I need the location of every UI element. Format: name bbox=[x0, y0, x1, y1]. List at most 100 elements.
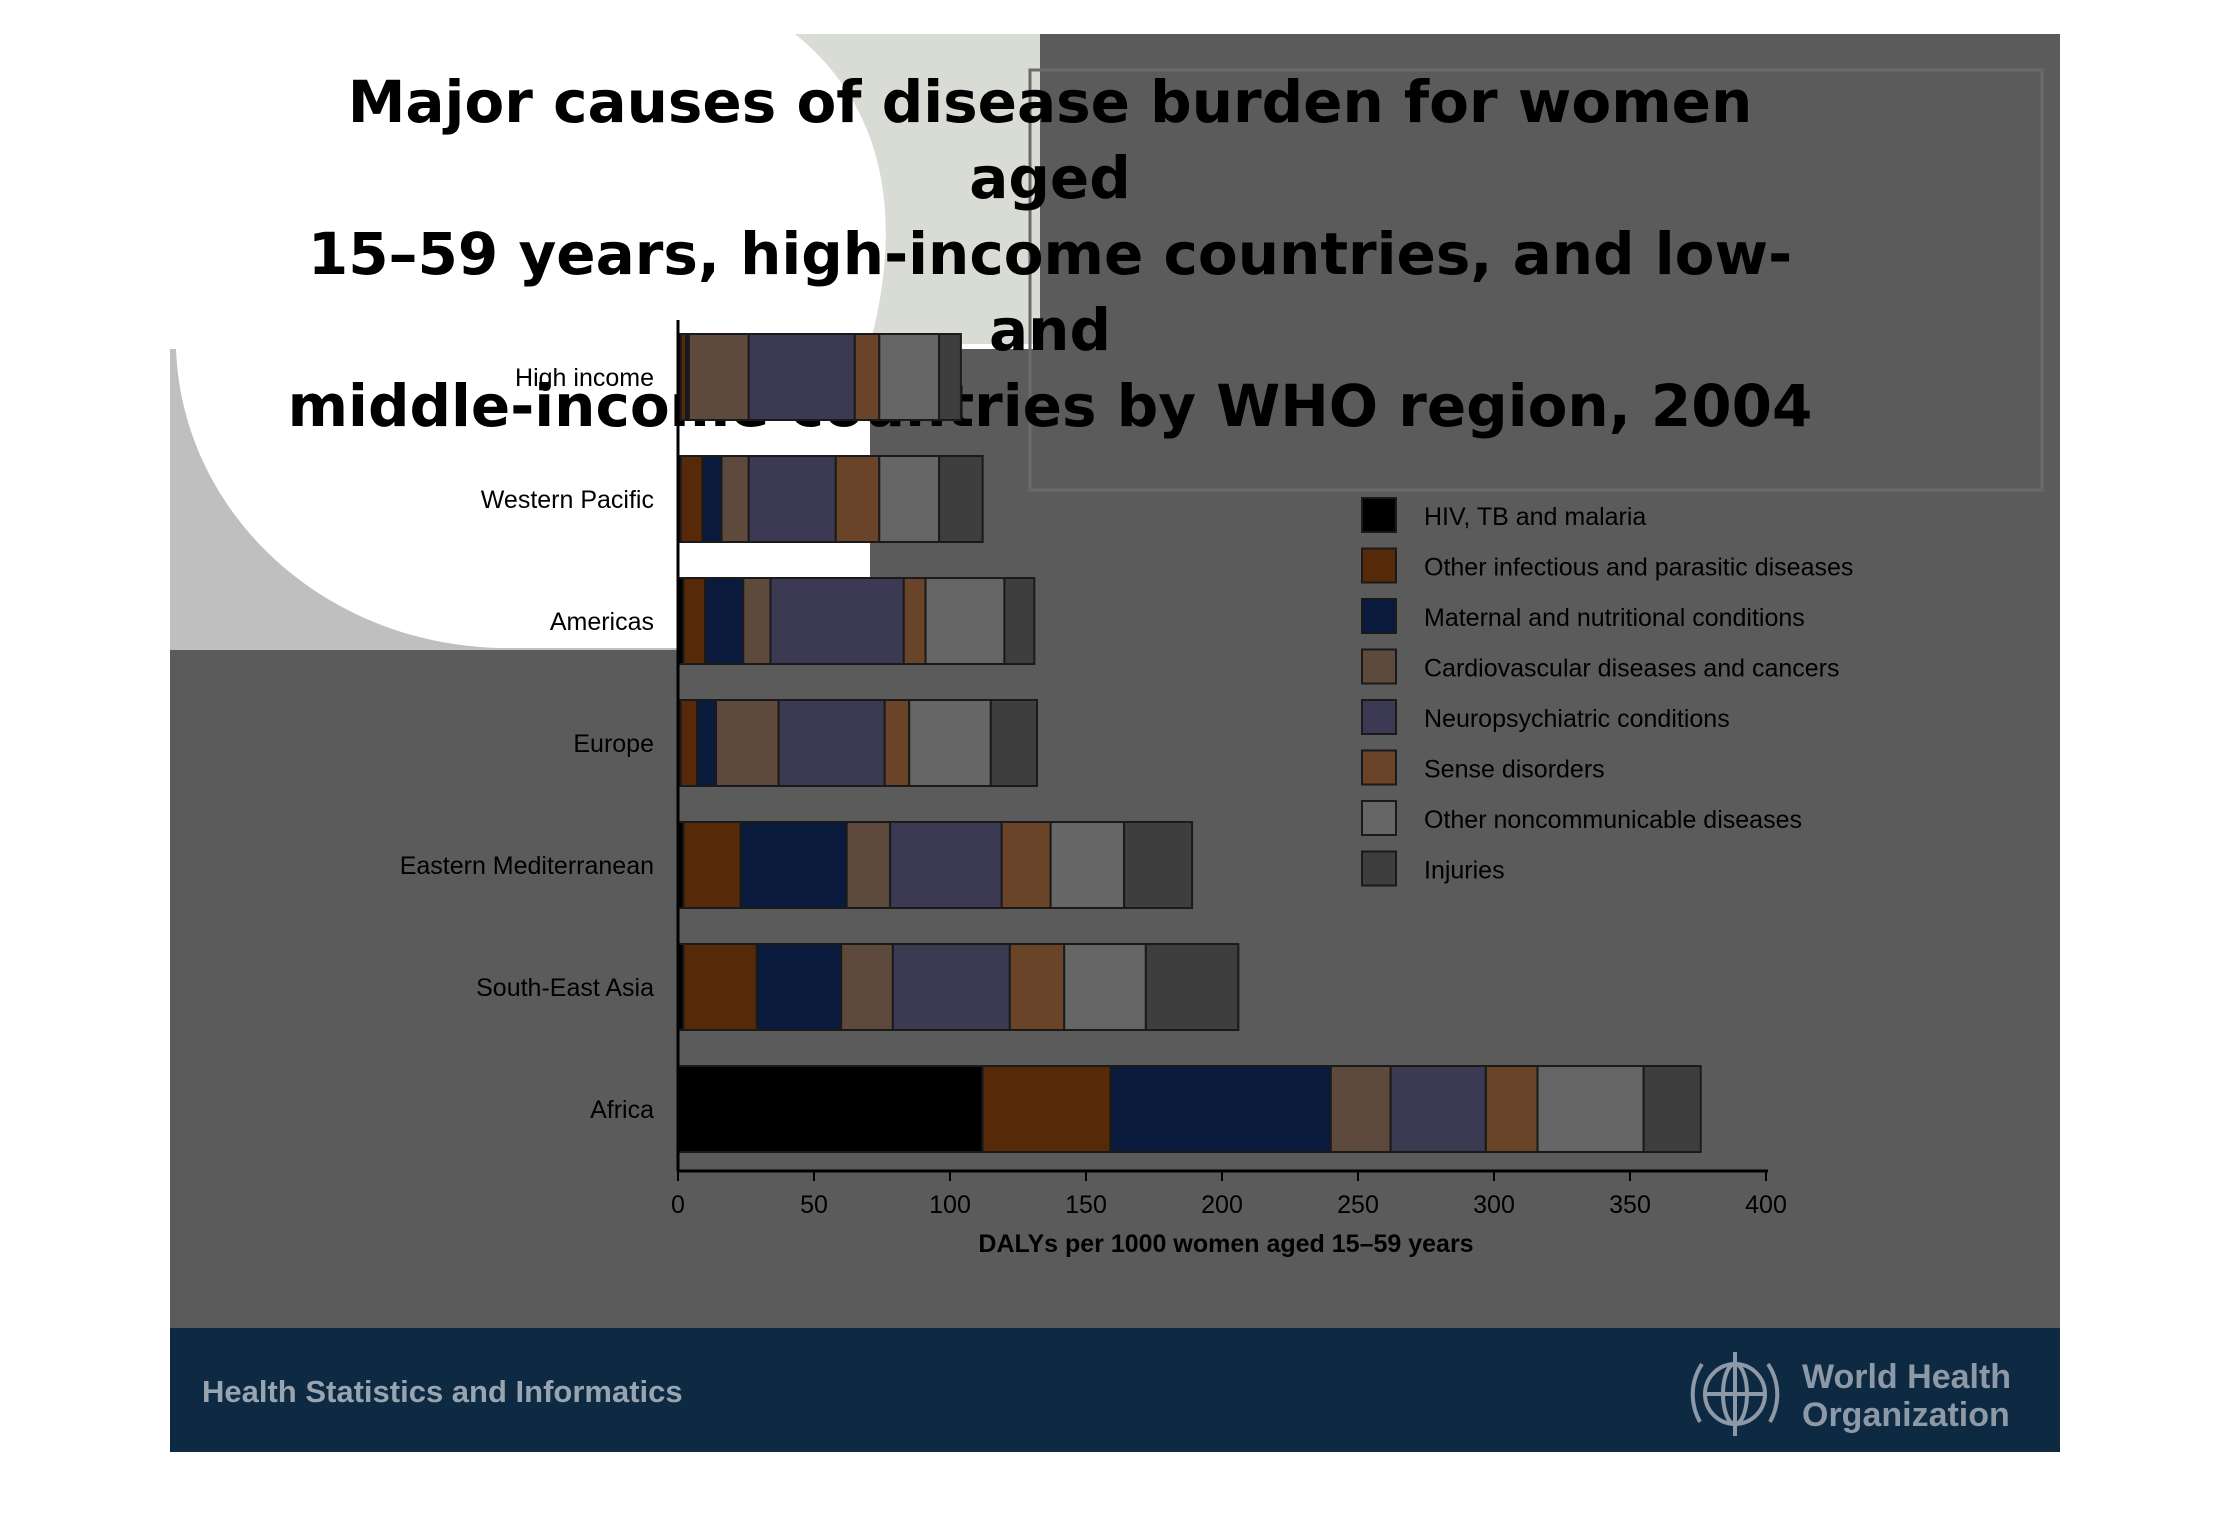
bar-segment bbox=[677, 1065, 984, 1153]
bar-segment bbox=[1049, 821, 1126, 909]
category-labels: High income Western Pacific Americas Europe… bbox=[400, 364, 654, 1124]
who-logo: World Health Organization bbox=[1680, 1344, 2050, 1444]
x-tick-label: 300 bbox=[1473, 1191, 1515, 1219]
x-tick-label: 100 bbox=[929, 1191, 971, 1219]
bar-segment bbox=[1389, 1065, 1487, 1153]
legend-swatch bbox=[1361, 699, 1397, 735]
x-axis-label: DALYs per 1000 women aged 15–59 years bbox=[978, 1230, 1473, 1258]
legend-swatch bbox=[1361, 749, 1397, 786]
bar-segment bbox=[715, 699, 780, 787]
category-label: Western Pacific bbox=[481, 486, 654, 514]
bar-segment bbox=[891, 943, 1011, 1031]
bar-segment bbox=[742, 577, 772, 665]
stacked-bar-chart: 0 50 100 150 200 250 300 350 400 High income West… bbox=[400, 320, 1853, 1258]
white-arc bbox=[176, 349, 1040, 648]
legend-label: Injuries bbox=[1424, 857, 1505, 885]
bar-segment bbox=[682, 577, 707, 665]
bar-segment bbox=[1144, 943, 1240, 1031]
legend-swatch bbox=[1361, 598, 1397, 634]
decorative-background bbox=[170, 34, 2060, 1330]
x-tick-label: 50 bbox=[800, 1191, 828, 1219]
org-name-line-2: Organization bbox=[1802, 1396, 2010, 1434]
legend-label: Maternal and nutritional conditions bbox=[1424, 604, 1805, 632]
footer-bar: Health Statistics and Informatics World … bbox=[170, 1328, 2060, 1452]
bar-segment bbox=[755, 943, 843, 1031]
legend-swatch bbox=[1361, 648, 1397, 685]
legend-swatch bbox=[1361, 800, 1397, 836]
bar-segment bbox=[989, 699, 1039, 787]
x-tick-label: 400 bbox=[1745, 1191, 1787, 1219]
bar-segment bbox=[853, 333, 881, 421]
bar-segment bbox=[938, 455, 984, 543]
title-line-3: middle-income countries by WHO region, 2… bbox=[287, 372, 1813, 440]
white-corner bbox=[170, 34, 1040, 349]
bar-segment bbox=[720, 455, 750, 543]
bar-segment bbox=[840, 943, 894, 1031]
bar-segment bbox=[679, 455, 704, 543]
bar-segment bbox=[769, 577, 905, 665]
bar-segment bbox=[1063, 943, 1147, 1031]
bar-segment bbox=[682, 821, 742, 909]
bar-segment bbox=[704, 577, 745, 665]
bars-layer bbox=[677, 333, 1702, 1153]
bar-segment bbox=[1003, 577, 1036, 665]
bar-segment bbox=[696, 699, 718, 787]
legend-label: Other noncommunicable diseases bbox=[1424, 806, 1802, 834]
bar-segment bbox=[1123, 821, 1194, 909]
legend: HIV, TB and malaria Other infectious and … bbox=[1361, 497, 1853, 887]
bar-segment bbox=[1000, 821, 1052, 909]
bar-segment bbox=[938, 333, 962, 421]
bar-segment bbox=[908, 699, 992, 787]
legend-label: Other infectious and parasitic diseases bbox=[1424, 554, 1853, 582]
x-tick-label: 350 bbox=[1609, 1191, 1651, 1219]
bar-segment bbox=[924, 577, 1006, 665]
slide: Major causes of disease burden for women… bbox=[170, 34, 2060, 1452]
bar-segment bbox=[701, 455, 723, 543]
bar-segment bbox=[682, 943, 758, 1031]
footer-department-text: Health Statistics and Informatics bbox=[202, 1374, 683, 1409]
legend-label: Neuropsychiatric conditions bbox=[1424, 705, 1730, 733]
bar-segment bbox=[777, 699, 886, 787]
legend-swatch bbox=[1361, 497, 1397, 533]
bar-segment bbox=[1484, 1065, 1539, 1153]
x-tick-label: 0 bbox=[671, 1191, 685, 1219]
legend-swatch bbox=[1361, 850, 1397, 887]
bar-segment bbox=[845, 821, 892, 909]
chart-title: Major causes of disease burden for women… bbox=[260, 64, 1840, 444]
x-tick-label: 150 bbox=[1065, 1191, 1107, 1219]
organization-name: World Health Organization bbox=[1802, 1358, 2011, 1434]
bar-segment bbox=[747, 333, 856, 421]
bar-segment bbox=[981, 1065, 1112, 1153]
legend-swatch bbox=[1361, 547, 1397, 584]
bar-segment bbox=[834, 455, 881, 543]
category-label: Africa bbox=[590, 1096, 654, 1124]
category-label: Eastern Mediterranean bbox=[400, 852, 654, 880]
x-axis: 0 50 100 150 200 250 300 350 400 bbox=[671, 320, 1787, 1219]
bar-segment bbox=[1109, 1065, 1332, 1153]
legend-label: Sense disorders bbox=[1424, 756, 1605, 784]
bar-segment bbox=[902, 577, 927, 665]
bar-segment bbox=[679, 699, 699, 787]
x-tick-label: 200 bbox=[1201, 1191, 1243, 1219]
title-line-1: Major causes of disease burden for women… bbox=[347, 68, 1753, 212]
org-name-line-1: World Health bbox=[1802, 1358, 2012, 1396]
bar-segment bbox=[878, 333, 941, 421]
bar-segment bbox=[1536, 1065, 1645, 1153]
bar-segment bbox=[1008, 943, 1066, 1031]
category-label: Europe bbox=[573, 730, 654, 758]
bar-segment bbox=[687, 333, 750, 421]
legend-label: HIV, TB and malaria bbox=[1424, 503, 1646, 531]
swoosh-shape bbox=[795, 34, 1040, 344]
who-emblem-icon bbox=[1690, 1352, 1780, 1436]
bar-segment bbox=[883, 699, 911, 787]
frame-outline bbox=[1028, 68, 2044, 492]
bar-segment bbox=[747, 455, 837, 543]
bar-segment bbox=[889, 821, 1003, 909]
bar-segment bbox=[1642, 1065, 1702, 1153]
bar-segment bbox=[1329, 1065, 1392, 1153]
x-tick-label: 250 bbox=[1337, 1191, 1379, 1219]
category-label: High income bbox=[515, 364, 654, 392]
category-label: Americas bbox=[550, 608, 654, 636]
bar-segment bbox=[739, 821, 848, 909]
category-label: South-East Asia bbox=[476, 974, 654, 1002]
